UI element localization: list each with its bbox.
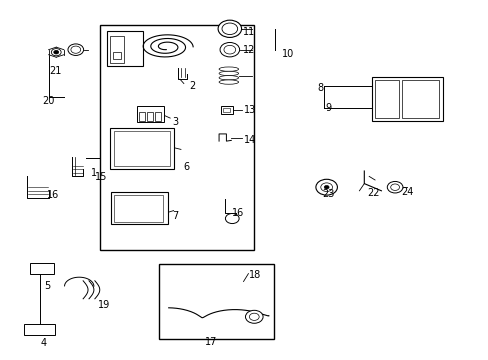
- Text: 3: 3: [172, 117, 179, 127]
- Circle shape: [324, 185, 328, 189]
- Text: 22: 22: [367, 188, 380, 198]
- Text: 14: 14: [243, 135, 255, 145]
- Bar: [221, 106, 233, 114]
- Text: 7: 7: [172, 211, 179, 221]
- Bar: [110, 128, 173, 169]
- Ellipse shape: [219, 80, 238, 84]
- Ellipse shape: [219, 76, 238, 80]
- Circle shape: [220, 42, 239, 57]
- Bar: [114, 131, 170, 166]
- Bar: [110, 36, 123, 63]
- Circle shape: [245, 310, 263, 323]
- Bar: [374, 80, 398, 118]
- Ellipse shape: [219, 67, 238, 71]
- Text: 2: 2: [189, 81, 196, 91]
- Text: 1: 1: [90, 168, 97, 178]
- Circle shape: [71, 46, 81, 53]
- Bar: [147, 112, 153, 121]
- Text: 10: 10: [281, 49, 293, 59]
- Circle shape: [51, 49, 61, 56]
- Circle shape: [386, 181, 402, 193]
- Text: 17: 17: [204, 337, 217, 347]
- Bar: [100, 25, 254, 250]
- Bar: [30, 263, 54, 274]
- Text: 6: 6: [183, 162, 190, 172]
- Circle shape: [390, 184, 399, 190]
- Circle shape: [224, 45, 235, 54]
- Bar: [24, 324, 55, 335]
- Bar: [111, 192, 167, 224]
- Ellipse shape: [219, 71, 238, 76]
- Bar: [137, 106, 163, 122]
- Bar: [106, 31, 143, 66]
- Text: 18: 18: [249, 270, 261, 280]
- Bar: [155, 112, 161, 121]
- Circle shape: [315, 179, 337, 195]
- Text: 9: 9: [325, 103, 331, 113]
- Text: 16: 16: [46, 190, 59, 200]
- Text: 13: 13: [243, 105, 255, 115]
- Circle shape: [320, 183, 332, 192]
- Bar: [114, 195, 163, 222]
- Text: 24: 24: [400, 186, 412, 197]
- Bar: [113, 52, 121, 59]
- Text: 20: 20: [42, 96, 55, 106]
- Circle shape: [222, 23, 237, 35]
- Circle shape: [218, 20, 241, 37]
- Text: 23: 23: [322, 189, 334, 199]
- Circle shape: [54, 50, 59, 54]
- Circle shape: [249, 313, 259, 320]
- Bar: [371, 77, 442, 121]
- Text: 19: 19: [98, 300, 110, 310]
- Text: 5: 5: [44, 281, 50, 291]
- Bar: [159, 264, 273, 339]
- Text: 15: 15: [95, 172, 107, 182]
- Text: 21: 21: [49, 66, 61, 76]
- Bar: [223, 108, 230, 112]
- Circle shape: [68, 44, 83, 55]
- Text: 11: 11: [243, 27, 255, 37]
- Text: 4: 4: [41, 338, 47, 348]
- Text: 8: 8: [317, 83, 323, 93]
- Text: 12: 12: [243, 45, 255, 55]
- Bar: [402, 80, 438, 118]
- Circle shape: [225, 213, 239, 224]
- Bar: [139, 112, 145, 121]
- Text: 16: 16: [231, 208, 244, 218]
